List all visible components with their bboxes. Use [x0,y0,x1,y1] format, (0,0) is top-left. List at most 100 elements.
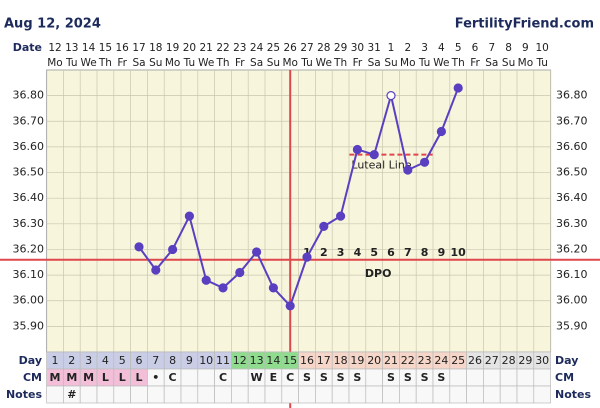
cm-row-label: CM [23,371,42,384]
cm-cell [533,368,551,387]
weekday-label: Sa [368,57,381,69]
dpo-number: 7 [404,246,412,259]
temp-point [336,211,346,221]
cm-value: S [303,371,311,384]
date-label: 9 [522,42,529,54]
brand: FertilityFriend.com [455,17,594,32]
weekday-label: Su [502,57,515,69]
day-value: 26 [468,354,482,367]
cm-value: S [404,371,412,384]
y-tick-label: 36.60 [13,140,45,153]
cm-value: L [135,371,142,384]
notes-cell [533,385,551,404]
date-label: 29 [334,42,347,54]
temp-point [319,221,329,231]
cm-value: E [270,371,278,384]
weekday-label: We [433,57,449,69]
notes-cell [466,385,484,404]
weekday-label: Fr [353,57,363,69]
notes-cell [147,385,165,404]
y-tick-label: 36.70 [13,114,45,127]
y-tick-label: 35.90 [13,319,45,332]
cm-cell [499,368,518,387]
weekday-label: Mo [518,57,533,69]
cm-value: W [251,371,263,384]
notes-cell [79,385,98,404]
day-value: 21 [384,354,398,367]
date-label: 14 [82,42,96,54]
cm-value: C [286,371,294,384]
day-value: 28 [502,354,516,367]
date-label: Date [13,41,42,54]
cm-value: S [437,371,445,384]
weekday-label: Tu [535,57,547,69]
cm-value: M [66,371,77,384]
notes-cell [197,385,215,404]
y-tick-label: 36.20 [556,242,588,255]
date-label: 31 [368,42,381,54]
date-label: 1 [388,42,395,54]
date-label: 4 [438,42,445,54]
notes-row-label: Notes [6,388,42,401]
date-label: 5 [455,42,462,54]
cm-value: S [320,371,328,384]
temp-point [235,267,245,278]
cm-value: L [119,371,126,384]
date-label: 10 [536,42,549,54]
date-label: 21 [200,42,213,54]
date-label: 3 [421,42,428,54]
date-label: 26 [284,42,298,54]
dpo-number: 10 [451,246,467,259]
cm-value: S [337,371,345,384]
notes-cell [96,385,115,404]
weekday-label: Sa [250,57,263,69]
notes-cell [180,385,199,404]
temp-point [369,150,379,160]
cm-cell [483,368,501,387]
notes-cell [348,385,367,404]
notes-cell [247,385,266,404]
weekday-label: Th [451,57,465,69]
day-value: 27 [485,354,499,367]
temp-point [352,144,362,155]
day-value: 29 [518,354,532,367]
day-value: 20 [367,354,381,367]
notes-value: # [67,388,76,401]
cm-cell [365,368,383,387]
temp-point [386,91,396,101]
date-label: 28 [317,42,330,54]
dpo-number: 3 [337,246,345,259]
temp-point [134,242,144,252]
y-tick-label: 36.30 [13,217,45,230]
notes-row-label: Notes [555,388,591,401]
date-label: 13 [65,42,78,54]
notes-cell [432,385,451,404]
date-label: 7 [488,42,495,54]
notes-cell [113,385,131,404]
dpo-number: 9 [438,246,446,259]
cm-cell [231,368,249,387]
day-value: 15 [283,354,297,367]
chart-title: Aug 12, 2024 [4,17,101,32]
y-tick-label: 36.00 [556,294,588,307]
date-label: 24 [250,42,264,54]
y-tick-label: 36.10 [556,268,588,281]
y-tick-label: 36.10 [13,268,45,281]
cm-value: M [50,371,61,384]
y-tick-label: 36.80 [556,89,588,102]
temp-line [138,87,460,308]
date-label: 18 [149,42,162,54]
weekday-label: Sa [485,57,498,69]
weekday-label: Fr [470,57,480,69]
notes-cell [331,385,350,404]
notes-cell [315,385,333,404]
day-value: 4 [102,354,109,367]
y-tick-label: 36.50 [13,166,45,179]
y-tick-label: 36.60 [556,140,588,153]
weekday-label: Th [215,57,229,69]
cm-value: S [387,371,395,384]
weekday-label: Fr [235,57,245,69]
temp-point [403,165,413,175]
date-label: 30 [351,42,364,54]
y-tick-label: 35.90 [556,319,588,332]
